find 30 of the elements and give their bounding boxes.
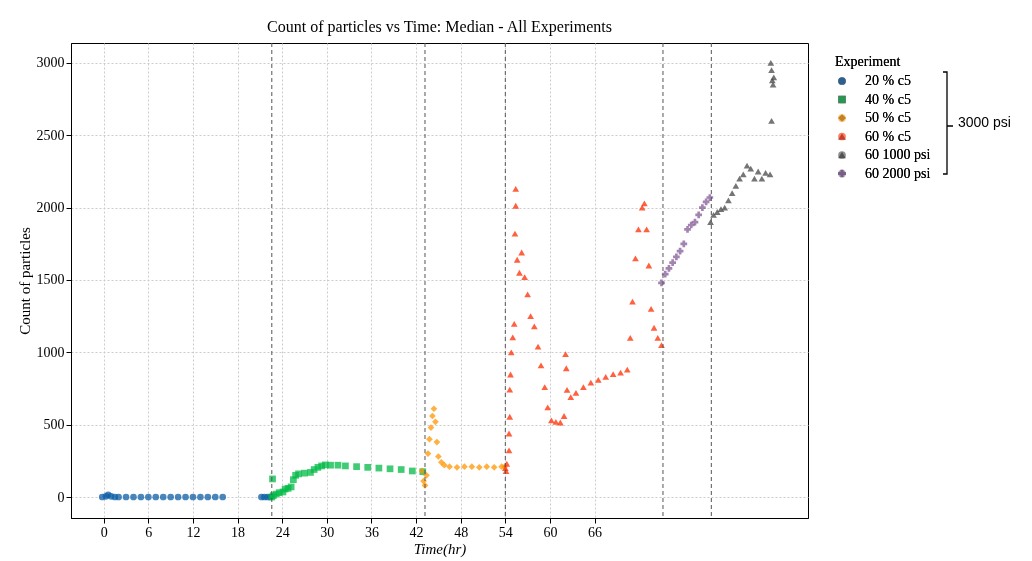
legend-label: 20 % c5 bbox=[865, 73, 911, 88]
x-axis-title: Time(hr) bbox=[413, 540, 467, 558]
y-tick-label: 500 bbox=[43, 417, 65, 433]
x-tick-label: 30 bbox=[320, 524, 335, 540]
x-tick-label: 66 bbox=[588, 524, 603, 540]
y-axis-title: Count of particles bbox=[16, 227, 33, 335]
x-tick-label: 60 bbox=[543, 524, 558, 540]
legend-label: 40 % c5 bbox=[865, 91, 911, 107]
x-tick-label: 36 bbox=[364, 524, 379, 540]
x-tick-label: 6 bbox=[145, 524, 153, 540]
x-tick-label: 12 bbox=[186, 524, 201, 540]
y-tick-label: 1000 bbox=[36, 344, 65, 360]
y-tick-label: 2500 bbox=[36, 127, 65, 143]
legend-label: 60 1000 psi bbox=[865, 147, 931, 162]
x-tick-label: 18 bbox=[231, 524, 246, 540]
legend-label: 50 % c5 bbox=[865, 110, 911, 125]
y-tick-label: 0 bbox=[57, 489, 65, 505]
legend-title: Experiment bbox=[835, 54, 901, 69]
y-tick-label: 3000 bbox=[36, 55, 65, 71]
text: 3000 psi bbox=[958, 114, 1011, 130]
chart-title: Count of particles vs Time: Median - All Experiments bbox=[267, 17, 612, 36]
legend-label: 60 % c5 bbox=[865, 128, 911, 144]
x-tick-label: 24 bbox=[275, 524, 290, 540]
legend-label: 60 2000 psi bbox=[865, 165, 931, 181]
x-tick-label: 42 bbox=[409, 524, 424, 540]
x-tick-label: 54 bbox=[498, 524, 513, 540]
y-tick-label: 2000 bbox=[36, 200, 65, 216]
x-tick-label: 48 bbox=[454, 524, 469, 540]
y-tick-label: 1500 bbox=[36, 272, 65, 288]
x-tick-label: 0 bbox=[100, 524, 108, 540]
